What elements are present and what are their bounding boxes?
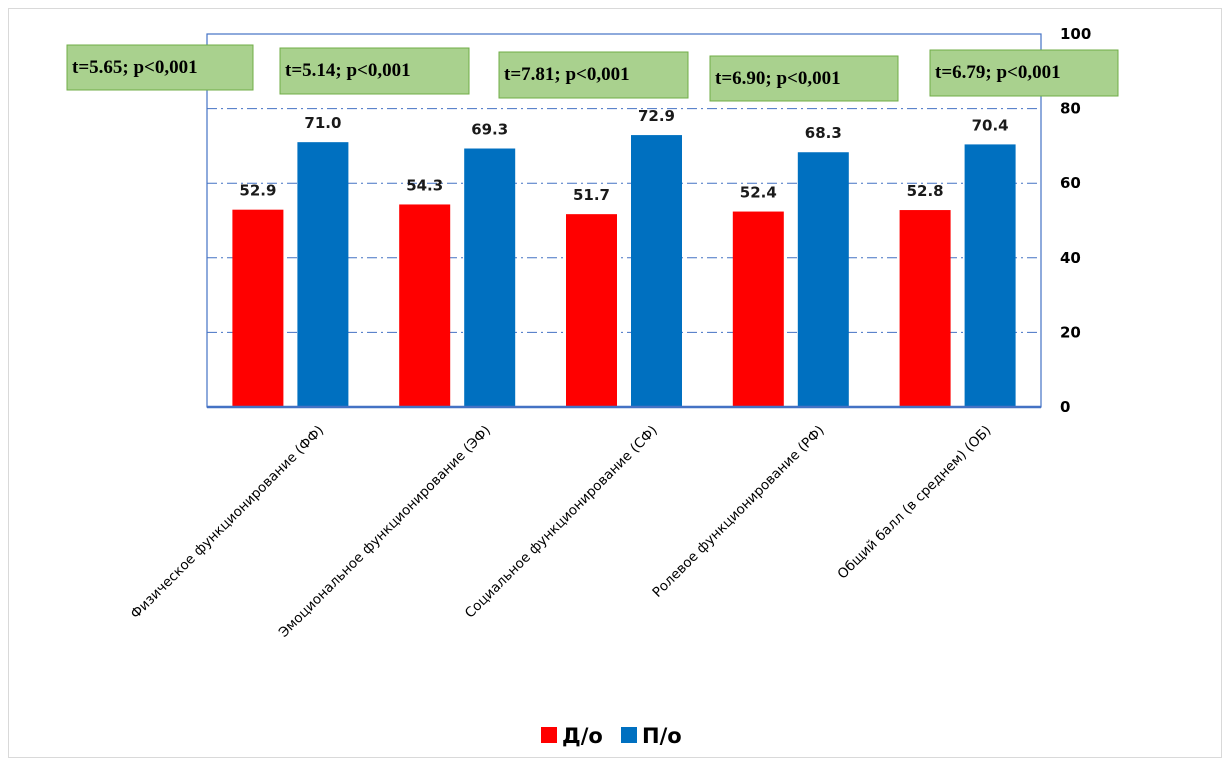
- stat-annotation-box: [279, 47, 470, 95]
- bar-do: [232, 209, 284, 407]
- bar-do: [566, 214, 617, 407]
- bar-po: [297, 142, 349, 408]
- chart-frame: 52.9 71.0 54.3 69.3 51.7 72.9 52.4 68.3 52.8 70.4…: [8, 8, 1222, 758]
- bar-do: [732, 211, 784, 407]
- x-tick-label: Общий балл (в среднем) (ОБ): [835, 423, 995, 583]
- stat-annotation-box: [498, 51, 689, 99]
- y-tick-label: 80: [1060, 100, 1081, 118]
- bars: [232, 135, 1016, 408]
- stat-annotation-box: [709, 55, 899, 102]
- x-tick-label: Ролевое функционирование (РФ): [649, 423, 827, 601]
- legend: Д/о П/о: [541, 724, 682, 748]
- value-labels: 52.9 71.0 54.3 69.3 51.7 72.9 52.4 68.3 52.8 70.4: [239, 107, 1008, 204]
- stat-annotation: t=6.79; p<0,001: [929, 49, 1119, 97]
- data-label: 72.9: [638, 107, 675, 125]
- stat-annotation-box: [929, 49, 1119, 97]
- stat-annotation-text: t=6.79; p<0,001: [935, 62, 1061, 83]
- data-label: 52.8: [907, 182, 944, 200]
- x-tick-label: Социальное функционирование (СФ): [462, 423, 661, 622]
- stat-annotation-text: t=7.81; p<0,001: [504, 64, 630, 85]
- bar-po: [464, 148, 516, 408]
- legend-swatch: [621, 727, 637, 743]
- x-tick-label: Эмоциональное функционирование (ЭФ): [276, 423, 494, 641]
- legend-label: П/о: [642, 724, 682, 748]
- y-tick-label: 60: [1060, 174, 1081, 192]
- stat-annotation: t=5.65; p<0,001: [66, 44, 254, 91]
- y-axis-ticks: 0 20 40 60 80 100: [1060, 25, 1091, 416]
- y-tick-label: 100: [1060, 25, 1091, 43]
- stat-annotation: t=7.81; p<0,001: [498, 51, 689, 99]
- stat-annotation-text: t=5.14; p<0,001: [285, 60, 411, 81]
- data-label: 71.0: [304, 114, 341, 132]
- legend-item: Д/о: [541, 724, 603, 748]
- stat-annotation: t=5.14; p<0,001: [279, 47, 470, 95]
- plot-area: [206, 33, 1042, 409]
- stat-annotation-box: [66, 44, 254, 91]
- bar-do: [899, 210, 951, 407]
- y-tick-label: 40: [1060, 249, 1081, 267]
- bar-po: [631, 135, 682, 407]
- stat-annotation: t=6.90; p<0,001: [709, 55, 899, 102]
- y-tick-label: 20: [1060, 323, 1081, 341]
- stat-annotation-text: t=5.65; p<0,001: [72, 57, 198, 78]
- data-label: 54.3: [406, 176, 443, 194]
- bar-do: [399, 204, 451, 407]
- data-label: 68.3: [805, 124, 842, 142]
- bar-po: [964, 144, 1016, 407]
- x-axis-ticks: Физическое функционирование (ФФ)Эмоциона…: [128, 423, 995, 641]
- legend-item: П/о: [621, 724, 682, 748]
- legend-swatch: [541, 727, 557, 743]
- stat-annotation-text: t=6.90; p<0,001: [715, 68, 841, 89]
- data-label: 51.7: [573, 186, 610, 204]
- data-label: 70.4: [972, 116, 1009, 134]
- legend-label: Д/о: [562, 724, 603, 748]
- y-tick-label: 0: [1060, 398, 1070, 416]
- data-label: 69.3: [471, 121, 508, 139]
- data-label: 52.4: [740, 184, 777, 202]
- bar-po: [797, 152, 849, 407]
- data-label: 52.9: [239, 182, 276, 200]
- stat-annotations: t=5.65; p<0,001 t=5.14; p<0,001 t=7.81; p<…: [66, 44, 1119, 102]
- bar-chart: 52.9 71.0 54.3 69.3 51.7 72.9 52.4 68.3 52.8 70.4…: [66, 25, 1119, 748]
- x-tick-label: Физическое функционирование (ФФ): [128, 423, 328, 623]
